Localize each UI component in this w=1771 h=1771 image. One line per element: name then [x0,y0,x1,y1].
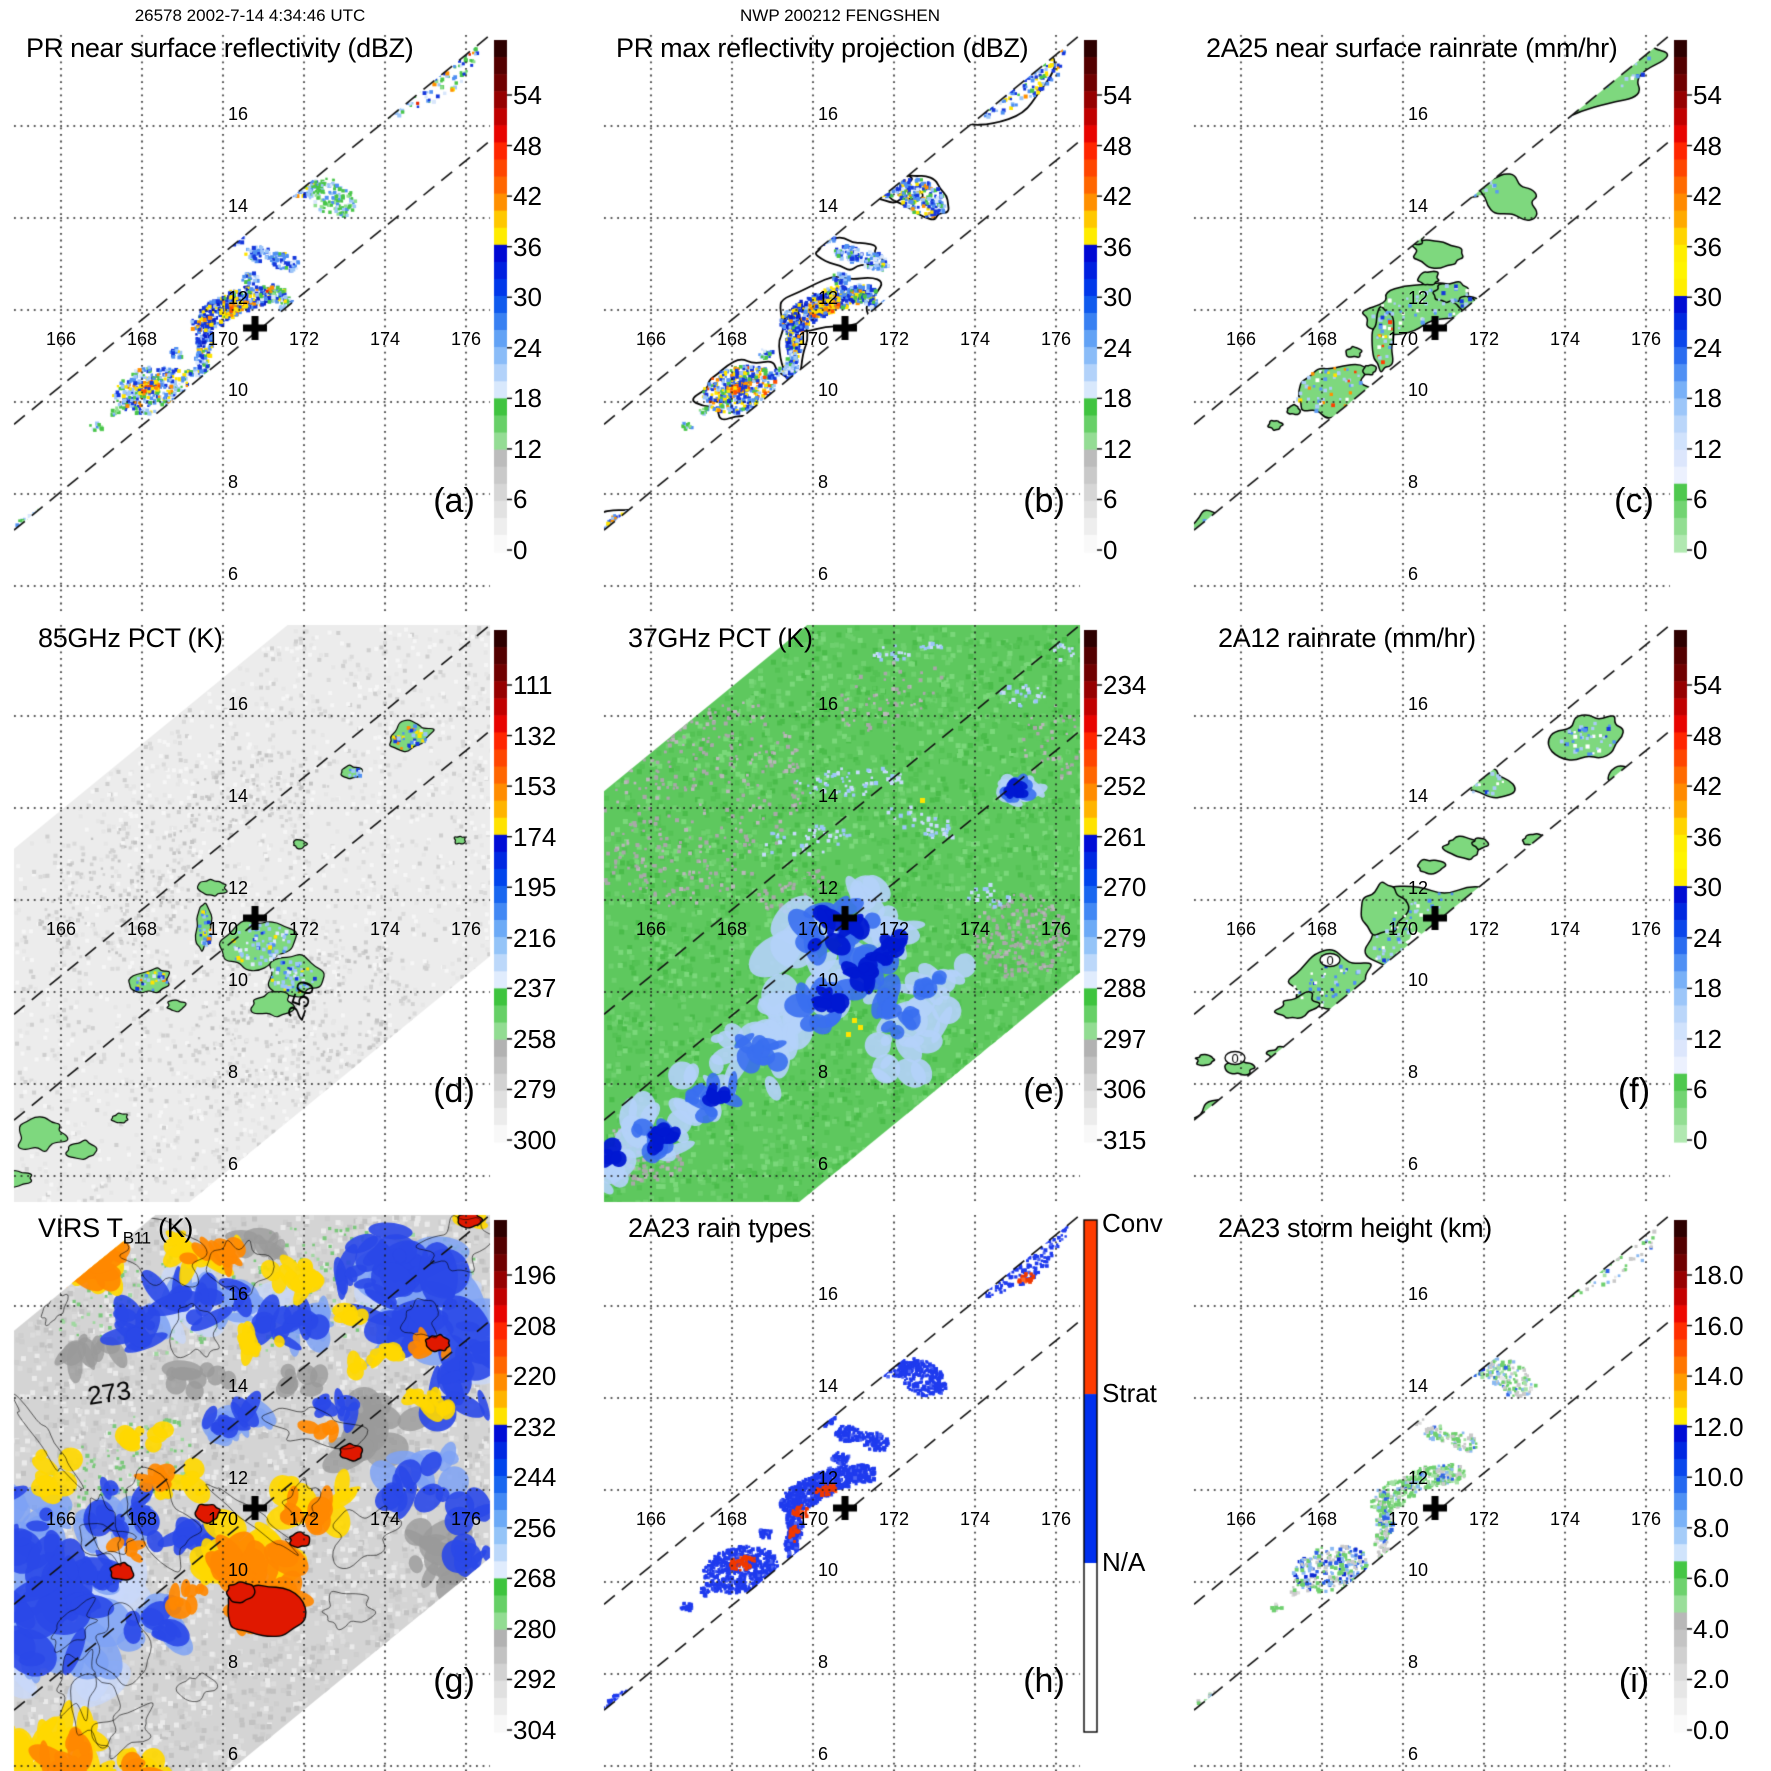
map-canvas [0,0,1771,1771]
figure: 26578 2002-7-14 4:34:46 UTC PR near surfa… [0,0,1771,1771]
